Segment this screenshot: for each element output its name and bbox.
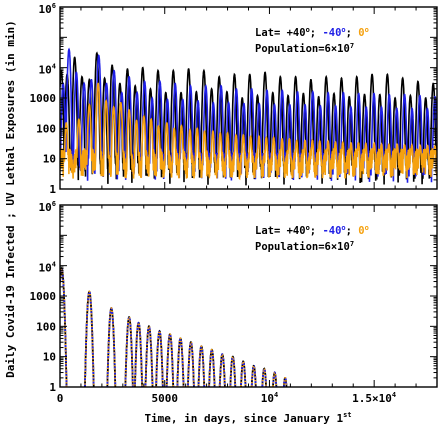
legend-lat-bottom: Lat= +40o; -40o; 0o [255,224,369,237]
series-layer-bottom [60,267,288,387]
x-axis-label: Time, in days, since January 1st [144,411,351,425]
y-tick-label: 10 [43,351,56,364]
series-line-orange-bottom [60,267,288,387]
series-line-blue-bottom [60,267,288,387]
series-line-orange-top [60,82,437,181]
panel-top: 1 10 100 1000 104 106 Lat= +40o; -40o; 0o Pop… [30,2,438,196]
y-tick-label: 10 [43,153,56,166]
y-tick-label: 100 [36,122,56,135]
series-line-black-bottom [60,267,288,387]
y-tick-label: 1 [49,183,56,196]
y-tick-label: 104 [39,261,56,275]
x-tick-label: 1.5×104 [352,391,396,405]
legend-population-bottom: Population=6×107 [255,240,354,253]
x-tick-label: 104 [261,391,278,405]
y-tick-label: 1 [49,381,56,394]
plot-frame-bottom [59,204,438,388]
legend-population-top: Population=6×107 [255,42,354,55]
y-tick-label: 104 [39,63,56,77]
y-tick-label: 1000 [30,290,57,303]
y-axis-label: Daily Covid-19 Infected ; UV Lethal Expo… [4,20,17,378]
x-tick-label: 0 [57,392,64,405]
y-tick-label: 106 [39,200,56,214]
series-layer-top [60,47,437,186]
legend-lat-top: Lat= +40o; -40o; 0o [255,26,369,39]
ticks-bottom: 1 10 100 1000 104 106 0 5000 104 1.5×104 [30,200,438,405]
y-tick-label: 106 [39,2,56,16]
ticks-top: 1 10 100 1000 104 106 [30,2,438,196]
panel-bottom: 1 10 100 1000 104 106 0 5000 104 1.5×104 Lat= +40… [30,200,438,405]
y-tick-label: 1000 [30,92,57,105]
y-tick-label: 100 [36,320,56,333]
series-line-black-top [60,51,437,186]
x-tick-label: 5000 [151,392,178,405]
